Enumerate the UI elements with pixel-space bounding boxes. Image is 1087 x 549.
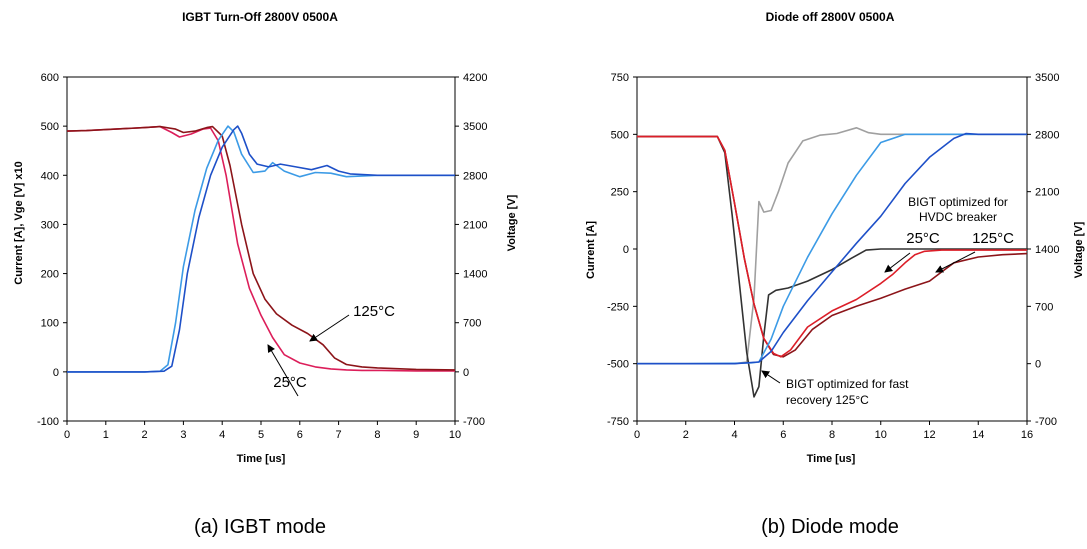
chart-a-series-line-1 [66, 125, 455, 372]
chart-b-x-tick-label: 12 [923, 429, 935, 441]
chart-b-series-line-2 [637, 135, 1027, 398]
chart-b-x-tick-label: 4 [731, 429, 737, 441]
chart-b-plot-area: 0 2 4 6 8 10 12 14 16 -750 -500 -250 0 250 500 750 -700 0… [607, 72, 1060, 441]
chart-a-y2-tick-label: 4200 [463, 72, 487, 84]
chart-b-y2-tick-label: -700 [1035, 416, 1057, 428]
chart-b-series-line-6 [637, 132, 1027, 365]
chart-a-annotation-2: 125°C [353, 303, 395, 320]
chart-b-annotation-3: 125°C [972, 230, 1014, 247]
chart-b-y2-tick-label: 3500 [1035, 72, 1059, 84]
chart-b-annotation-2: 25°C [906, 230, 940, 247]
chart-b-x-tick-label: 0 [634, 429, 640, 441]
chart-b-y-tick-label: 250 [611, 187, 629, 199]
chart-b-ylabel: Current [A] [585, 221, 597, 279]
chart-a-y-tick-label: 200 [41, 269, 59, 281]
chart-a-title: IGBT Turn-Off 2800V 0500A [182, 10, 338, 24]
chart-b-y-tick-label: 750 [611, 72, 629, 84]
chart-b-x-tick-label: 14 [972, 429, 984, 441]
chart-b-x-tick-label: 10 [875, 429, 887, 441]
chart-b-x-tick-label: 8 [829, 429, 835, 441]
chart-a-x-tick-label: 7 [336, 429, 342, 441]
chart-a-y2-tick-label: 1400 [463, 269, 487, 281]
chart-a-x-tick-label: 6 [297, 429, 303, 441]
chart-a-series-line-4 [67, 125, 455, 373]
chart-a-y2-tick-label: -700 [463, 416, 485, 428]
chart-b-annotation-arrow-2 [884, 252, 911, 273]
chart-a-x-tick-label: 9 [413, 429, 419, 441]
chart-b-y-tick-label: 500 [611, 129, 629, 141]
chart-b-annotation-4-line-1: BIGT optimized for fast [786, 377, 909, 391]
chart-b-y-tick-label: -750 [607, 416, 629, 428]
chart-a-series-line-3 [67, 125, 455, 373]
chart-a-y-tick-label: 600 [41, 72, 59, 84]
chart-a-y-tick-label: 100 [41, 318, 59, 330]
chart-b-y2-tick-label: 700 [1035, 301, 1053, 313]
chart-b-title: Diode off 2800V 0500A [766, 10, 895, 24]
chart-b-series-line-3 [637, 135, 1028, 358]
chart-a-x-tick-label: 5 [258, 429, 264, 441]
chart-a-plot-area: 0 1 2 3 4 5 6 7 8 9 10 -100 0 100 200 300 400 500 600 -700 0… [37, 72, 488, 441]
chart-a-x-tick-label: 1 [103, 429, 109, 441]
chart-a-x-tick-label: 4 [219, 429, 225, 441]
chart-a-annotation-arrow-2 [309, 314, 350, 342]
chart-a-y2-tick-label: 3500 [463, 121, 487, 133]
chart-b-caption: (b) Diode mode [761, 516, 899, 538]
chart-b-y2-tick-label: 0 [1035, 359, 1041, 371]
chart-b-y2-tick-label: 2800 [1035, 129, 1059, 141]
chart-a-y-tick-label: 0 [53, 367, 59, 379]
chart-b-series-line-4 [637, 135, 1027, 358]
chart-a-x-tick-label: 3 [180, 429, 186, 441]
chart-a-y-tick-label: 300 [41, 219, 59, 231]
chart-a-y2-tick-label: 0 [463, 367, 469, 379]
chart-b-x-tick-label: 16 [1021, 429, 1033, 441]
chart-b-x-tick-label: 6 [780, 429, 786, 441]
chart-a-ylabel: Current [A], Vge [V] x10 [13, 161, 25, 284]
chart-b-y-tick-label: -250 [607, 301, 629, 313]
chart-a-y2-tick-label: 2800 [463, 170, 487, 182]
chart-a-y2-tick-label: 700 [463, 318, 481, 330]
chart-b-annotation-4-line-2: recovery 125°C [786, 393, 869, 407]
chart-a-xlabel: Time [us] [237, 453, 286, 465]
chart-b-xlabel: Time [us] [807, 453, 856, 465]
chart-a-y-tick-label: 400 [41, 170, 59, 182]
chart-a-y-tick-label: 500 [41, 121, 59, 133]
chart-b-series-line-1 [637, 127, 1027, 365]
chart-a-y2label: Voltage [V] [506, 194, 518, 251]
chart-b-y2-tick-label: 2100 [1035, 187, 1059, 199]
chart-b-y-tick-label: 0 [623, 244, 629, 256]
chart-b-y2-tick-label: 1400 [1035, 244, 1059, 256]
chart-a-x-tick-label: 0 [64, 429, 70, 441]
chart-a-annotation-arrow-1 [267, 344, 299, 397]
chart-a-x-tick-label: 2 [142, 429, 148, 441]
chart-b-x-tick-label: 2 [683, 429, 689, 441]
chart-b-annotation-arrow-3 [935, 251, 976, 273]
chart-a-x-tick-label: 8 [374, 429, 380, 441]
chart-b-annotation-arrow-4 [761, 370, 781, 384]
chart-a-y-tick-label: -100 [37, 416, 59, 428]
chart-igbt-mode: IGBT Turn-Off 2800V 0500A Time [us] Curr… [13, 10, 518, 538]
chart-a-series-line-2 [66, 125, 456, 371]
chart-a-x-tick-label: 10 [449, 429, 461, 441]
chart-a-caption: (a) IGBT mode [194, 516, 326, 538]
chart-a-y2-tick-label: 2100 [463, 219, 487, 231]
chart-b-annotation-1-line-2: HVDC breaker [919, 210, 997, 224]
chart-b-y-tick-label: -500 [607, 359, 629, 371]
chart-b-y2label: Voltage [V] [1073, 221, 1085, 278]
chart-b-annotation-1-line-1: BIGT optimized for [908, 195, 1008, 209]
chart-diode-mode: Diode off 2800V 0500A Time [us] Current … [585, 10, 1085, 538]
